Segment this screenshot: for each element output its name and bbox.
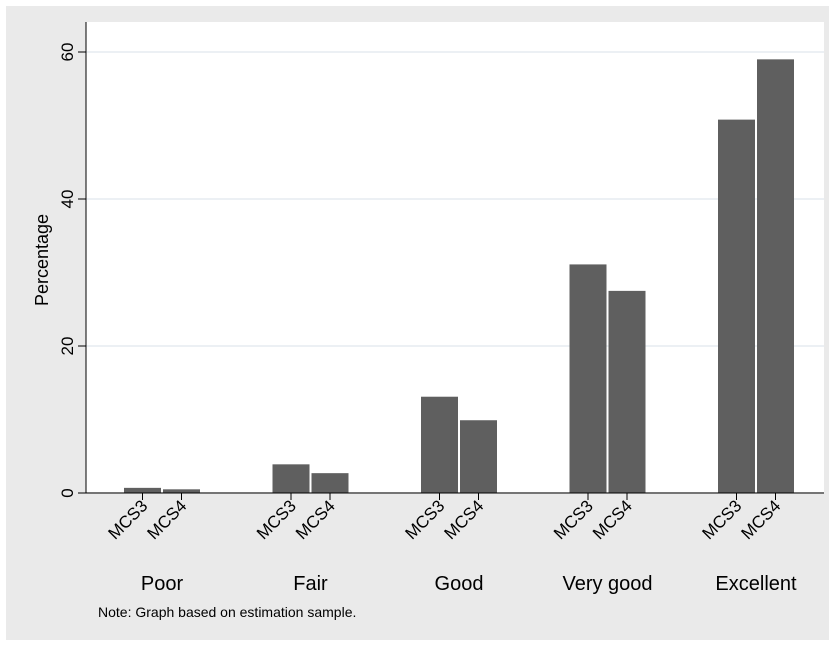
- x-tick-label-mcs3: MCS3: [550, 496, 597, 543]
- x-tick-label-mcs4: MCS4: [440, 496, 487, 543]
- category-label-poor: Poor: [141, 573, 184, 595]
- category-label-very-good: Very good: [562, 573, 652, 595]
- bar-poor-mcs3: [124, 487, 161, 493]
- x-tick-label-mcs4: MCS4: [143, 496, 190, 543]
- gridlines: [86, 51, 824, 347]
- y-tick-label-20: 20: [58, 337, 77, 356]
- category-labels: Poor Fair Good Very good Excellent: [141, 573, 797, 595]
- x-tick-label-mcs4: MCS4: [737, 496, 784, 543]
- bar-very-good-mcs3: [569, 264, 607, 493]
- category-label-good: Good: [435, 573, 484, 595]
- bar-excellent-mcs3: [718, 119, 755, 494]
- y-tick-label-60: 60: [58, 43, 77, 62]
- bar-poor-mcs4: [163, 489, 200, 493]
- y-tick-label-0: 0: [58, 488, 77, 497]
- bar-excellent-mcs4: [757, 59, 794, 493]
- y-axis-ticks: 0 20 40 60: [58, 43, 86, 498]
- y-axis-title: Percentage: [32, 214, 52, 306]
- category-label-excellent: Excellent: [715, 573, 797, 595]
- x-tick-label-mcs3: MCS3: [698, 496, 745, 543]
- bar-fair-mcs4: [311, 473, 349, 493]
- y-tick-label-40: 40: [58, 190, 77, 209]
- bar-good-mcs3: [421, 396, 458, 493]
- category-label-fair: Fair: [293, 573, 328, 595]
- x-tick-label-mcs3: MCS3: [401, 496, 448, 543]
- x-tick-label-mcs3: MCS3: [104, 496, 151, 543]
- bar-fair-mcs3: [272, 464, 310, 493]
- x-tick-label-mcs4: MCS4: [292, 496, 339, 543]
- bar-very-good-mcs4: [608, 290, 646, 493]
- x-tick-label-mcs3: MCS3: [253, 496, 300, 543]
- bar-good-mcs4: [460, 420, 497, 493]
- bars: [124, 59, 794, 494]
- chart-note: Note: Graph based on estimation sample.: [98, 604, 356, 620]
- x-tick-label-mcs4: MCS4: [589, 496, 636, 543]
